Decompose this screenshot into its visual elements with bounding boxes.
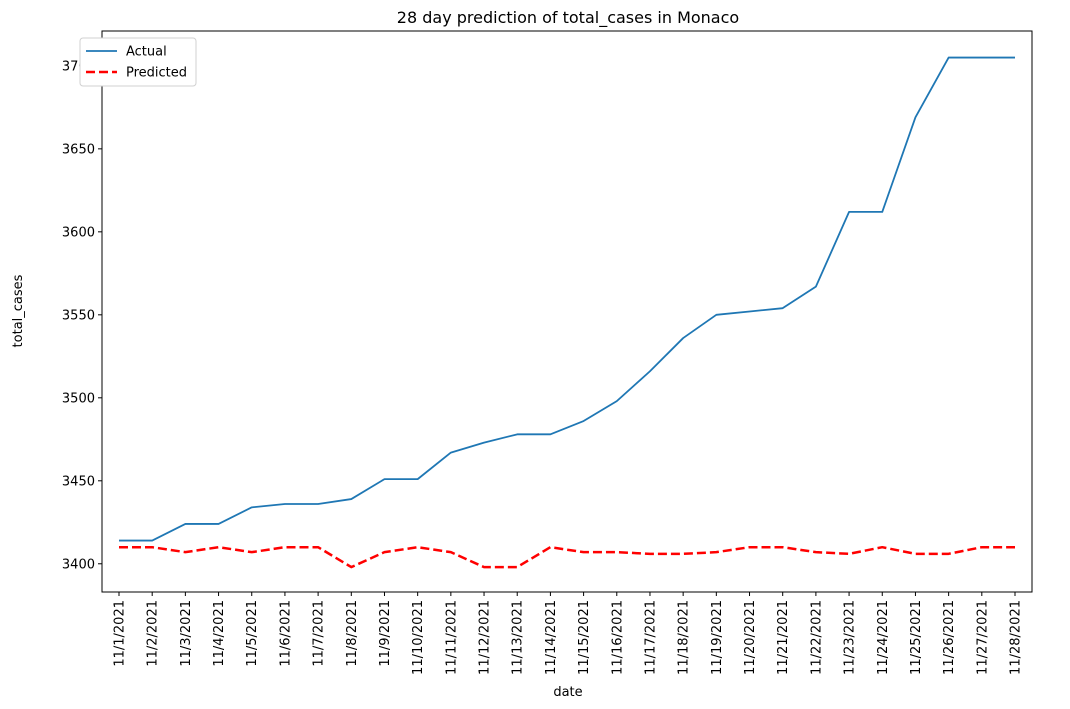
x-tick-label: 11/13/2021 [511,600,526,675]
legend-label-actual: Actual [126,45,167,60]
x-tick-label: 11/25/2021 [909,600,924,675]
x-tick-label: 11/16/2021 [610,600,625,675]
x-tick-label: 11/24/2021 [876,600,891,675]
y-tick-label: 3400 [62,557,95,572]
legend-box [79,37,197,87]
x-tick-label: 11/28/2021 [1009,600,1024,675]
x-tick-label: 11/2/2021 [146,600,161,667]
x-tick-label: 11/10/2021 [411,600,426,675]
x-tick-label: 11/21/2021 [776,600,791,675]
x-tick-label: 11/26/2021 [942,600,957,675]
x-tick-label: 11/20/2021 [743,600,758,675]
x-tick-label: 11/11/2021 [444,600,459,675]
x-tick-label: 11/6/2021 [278,600,293,667]
y-tick-label: 3600 [62,225,95,240]
plot-frame [101,30,1033,593]
plot-area [119,56,1015,569]
x-axis-label: date [553,685,582,700]
series-line-predicted [119,545,1015,569]
x-tick-label: 11/3/2021 [179,600,194,667]
x-tick-label: 11/15/2021 [577,600,592,675]
x-tick-label: 11/22/2021 [809,600,824,675]
x-tick-label: 11/4/2021 [212,600,227,667]
x-tick-label: 11/17/2021 [643,600,658,675]
series-line-actual [119,56,1015,542]
legend: Actual Predicted [79,37,197,87]
x-tick-label: 11/5/2021 [245,600,260,667]
x-tick-label: 11/23/2021 [843,600,858,675]
x-tick-label: 11/1/2021 [113,600,128,667]
y-tick-label: 3500 [62,391,95,406]
x-tick-label: 11/14/2021 [544,600,559,675]
x-axis: 11/1/2021 11/2/2021 11/3/2021 11/4/2021 11/5… [113,592,1024,675]
x-tick-label: 11/18/2021 [677,600,692,675]
y-axis-label: total_cases [11,274,26,347]
y-tick-label: 3450 [62,474,95,489]
x-tick-label: 11/12/2021 [478,600,493,675]
y-tick-label: 3650 [62,142,95,157]
y-tick-label: 3550 [62,308,95,323]
legend-label-predicted: Predicted [126,66,187,81]
x-tick-label: 11/9/2021 [378,600,393,667]
x-tick-label: 11/8/2021 [345,600,360,667]
x-tick-label: 11/7/2021 [312,600,327,667]
chart-title: 28 day prediction of total_cases in Mona… [397,8,739,28]
x-tick-label: 11/27/2021 [975,600,990,675]
x-tick-label: 11/19/2021 [710,600,725,675]
